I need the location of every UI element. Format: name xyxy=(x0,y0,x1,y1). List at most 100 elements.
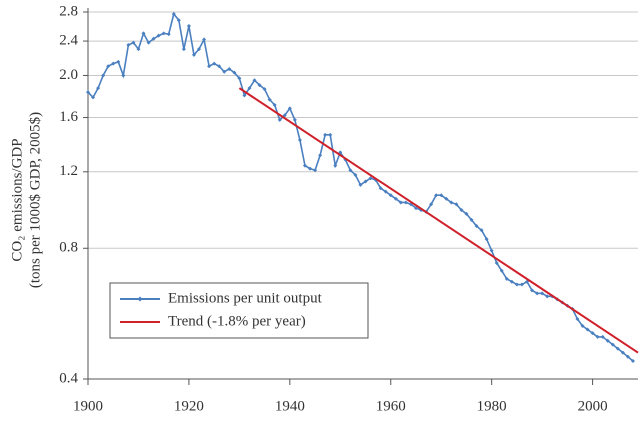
marker xyxy=(459,207,464,212)
legend-marker xyxy=(137,296,143,302)
marker xyxy=(161,31,166,36)
marker xyxy=(282,113,287,118)
x-tick-label: 1980 xyxy=(477,398,507,414)
marker xyxy=(393,196,398,201)
marker xyxy=(297,138,302,143)
marker xyxy=(313,168,318,173)
marker xyxy=(434,193,439,198)
marker xyxy=(535,291,540,296)
marker xyxy=(156,33,161,38)
marker xyxy=(454,202,459,207)
y-tick-label: 1.2 xyxy=(59,163,78,179)
marker xyxy=(403,200,408,205)
marker xyxy=(166,32,171,37)
marker xyxy=(171,12,176,17)
y-axis-label: CO₂ emissions/GDP xyxy=(9,138,25,261)
x-tick-label: 1960 xyxy=(376,398,406,414)
marker xyxy=(136,47,141,52)
marker xyxy=(464,211,469,216)
marker xyxy=(207,64,212,69)
marker xyxy=(262,87,267,92)
marker xyxy=(101,73,106,78)
marker xyxy=(277,117,282,122)
marker xyxy=(610,342,615,347)
marker xyxy=(353,172,358,177)
marker xyxy=(86,90,90,95)
marker xyxy=(615,346,620,351)
x-tick-label: 1920 xyxy=(174,398,204,414)
y-tick-label: 2.4 xyxy=(59,33,78,49)
marker xyxy=(333,163,338,168)
marker xyxy=(630,359,635,364)
marker xyxy=(530,288,535,293)
marker xyxy=(363,179,368,184)
marker xyxy=(252,78,257,83)
x-tick-label: 1900 xyxy=(73,398,103,414)
marker xyxy=(575,316,580,321)
marker xyxy=(126,43,131,48)
marker xyxy=(242,93,247,98)
marker xyxy=(91,95,96,100)
marker xyxy=(186,23,191,28)
marker xyxy=(620,350,625,355)
marker xyxy=(308,166,313,171)
marker xyxy=(267,97,272,102)
marker xyxy=(545,294,550,299)
marker xyxy=(469,217,474,222)
marker xyxy=(222,69,227,74)
marker xyxy=(237,76,242,81)
marker xyxy=(358,182,363,187)
marker xyxy=(121,73,126,78)
legend-label: Emissions per unit output xyxy=(168,290,323,306)
marker xyxy=(378,186,383,191)
marker xyxy=(131,40,136,45)
marker xyxy=(489,248,494,253)
marker xyxy=(585,327,590,332)
marker xyxy=(212,61,217,66)
x-tick-label: 2000 xyxy=(578,398,608,414)
marker xyxy=(348,168,353,173)
marker xyxy=(217,64,222,69)
marker xyxy=(449,200,454,205)
marker xyxy=(383,189,388,194)
marker xyxy=(595,334,600,339)
legend-box xyxy=(109,282,369,339)
marker xyxy=(292,117,297,122)
marker xyxy=(232,70,237,75)
marker xyxy=(540,291,545,296)
marker xyxy=(494,260,499,265)
marker xyxy=(181,47,186,52)
marker xyxy=(272,103,277,108)
marker xyxy=(474,224,479,229)
marker xyxy=(479,228,484,233)
marker xyxy=(625,354,630,359)
marker xyxy=(590,331,595,336)
marker xyxy=(176,18,181,23)
series-line xyxy=(238,87,639,354)
y-tick-label: 0.8 xyxy=(59,240,78,256)
marker xyxy=(509,279,514,284)
marker xyxy=(398,200,403,205)
marker xyxy=(191,52,196,57)
marker xyxy=(323,132,328,137)
y-tick-label: 0.4 xyxy=(59,370,78,386)
marker xyxy=(111,61,116,66)
marker xyxy=(116,59,121,64)
marker xyxy=(429,202,434,207)
y-axis-label: (tons per 1000$ GDP, 2005$) xyxy=(27,112,43,288)
x-tick-label: 1940 xyxy=(275,398,305,414)
marker xyxy=(439,193,444,198)
marker xyxy=(318,153,323,158)
marker xyxy=(202,37,207,42)
marker xyxy=(600,334,605,339)
y-tick-label: 2.8 xyxy=(59,3,78,19)
marker xyxy=(302,163,307,168)
marker xyxy=(287,106,292,111)
marker xyxy=(227,66,232,71)
marker xyxy=(151,36,156,41)
marker xyxy=(580,323,585,328)
legend-label: Trend (-1.8% per year) xyxy=(168,313,306,329)
y-tick-label: 1.6 xyxy=(59,109,78,125)
marker xyxy=(605,338,610,343)
